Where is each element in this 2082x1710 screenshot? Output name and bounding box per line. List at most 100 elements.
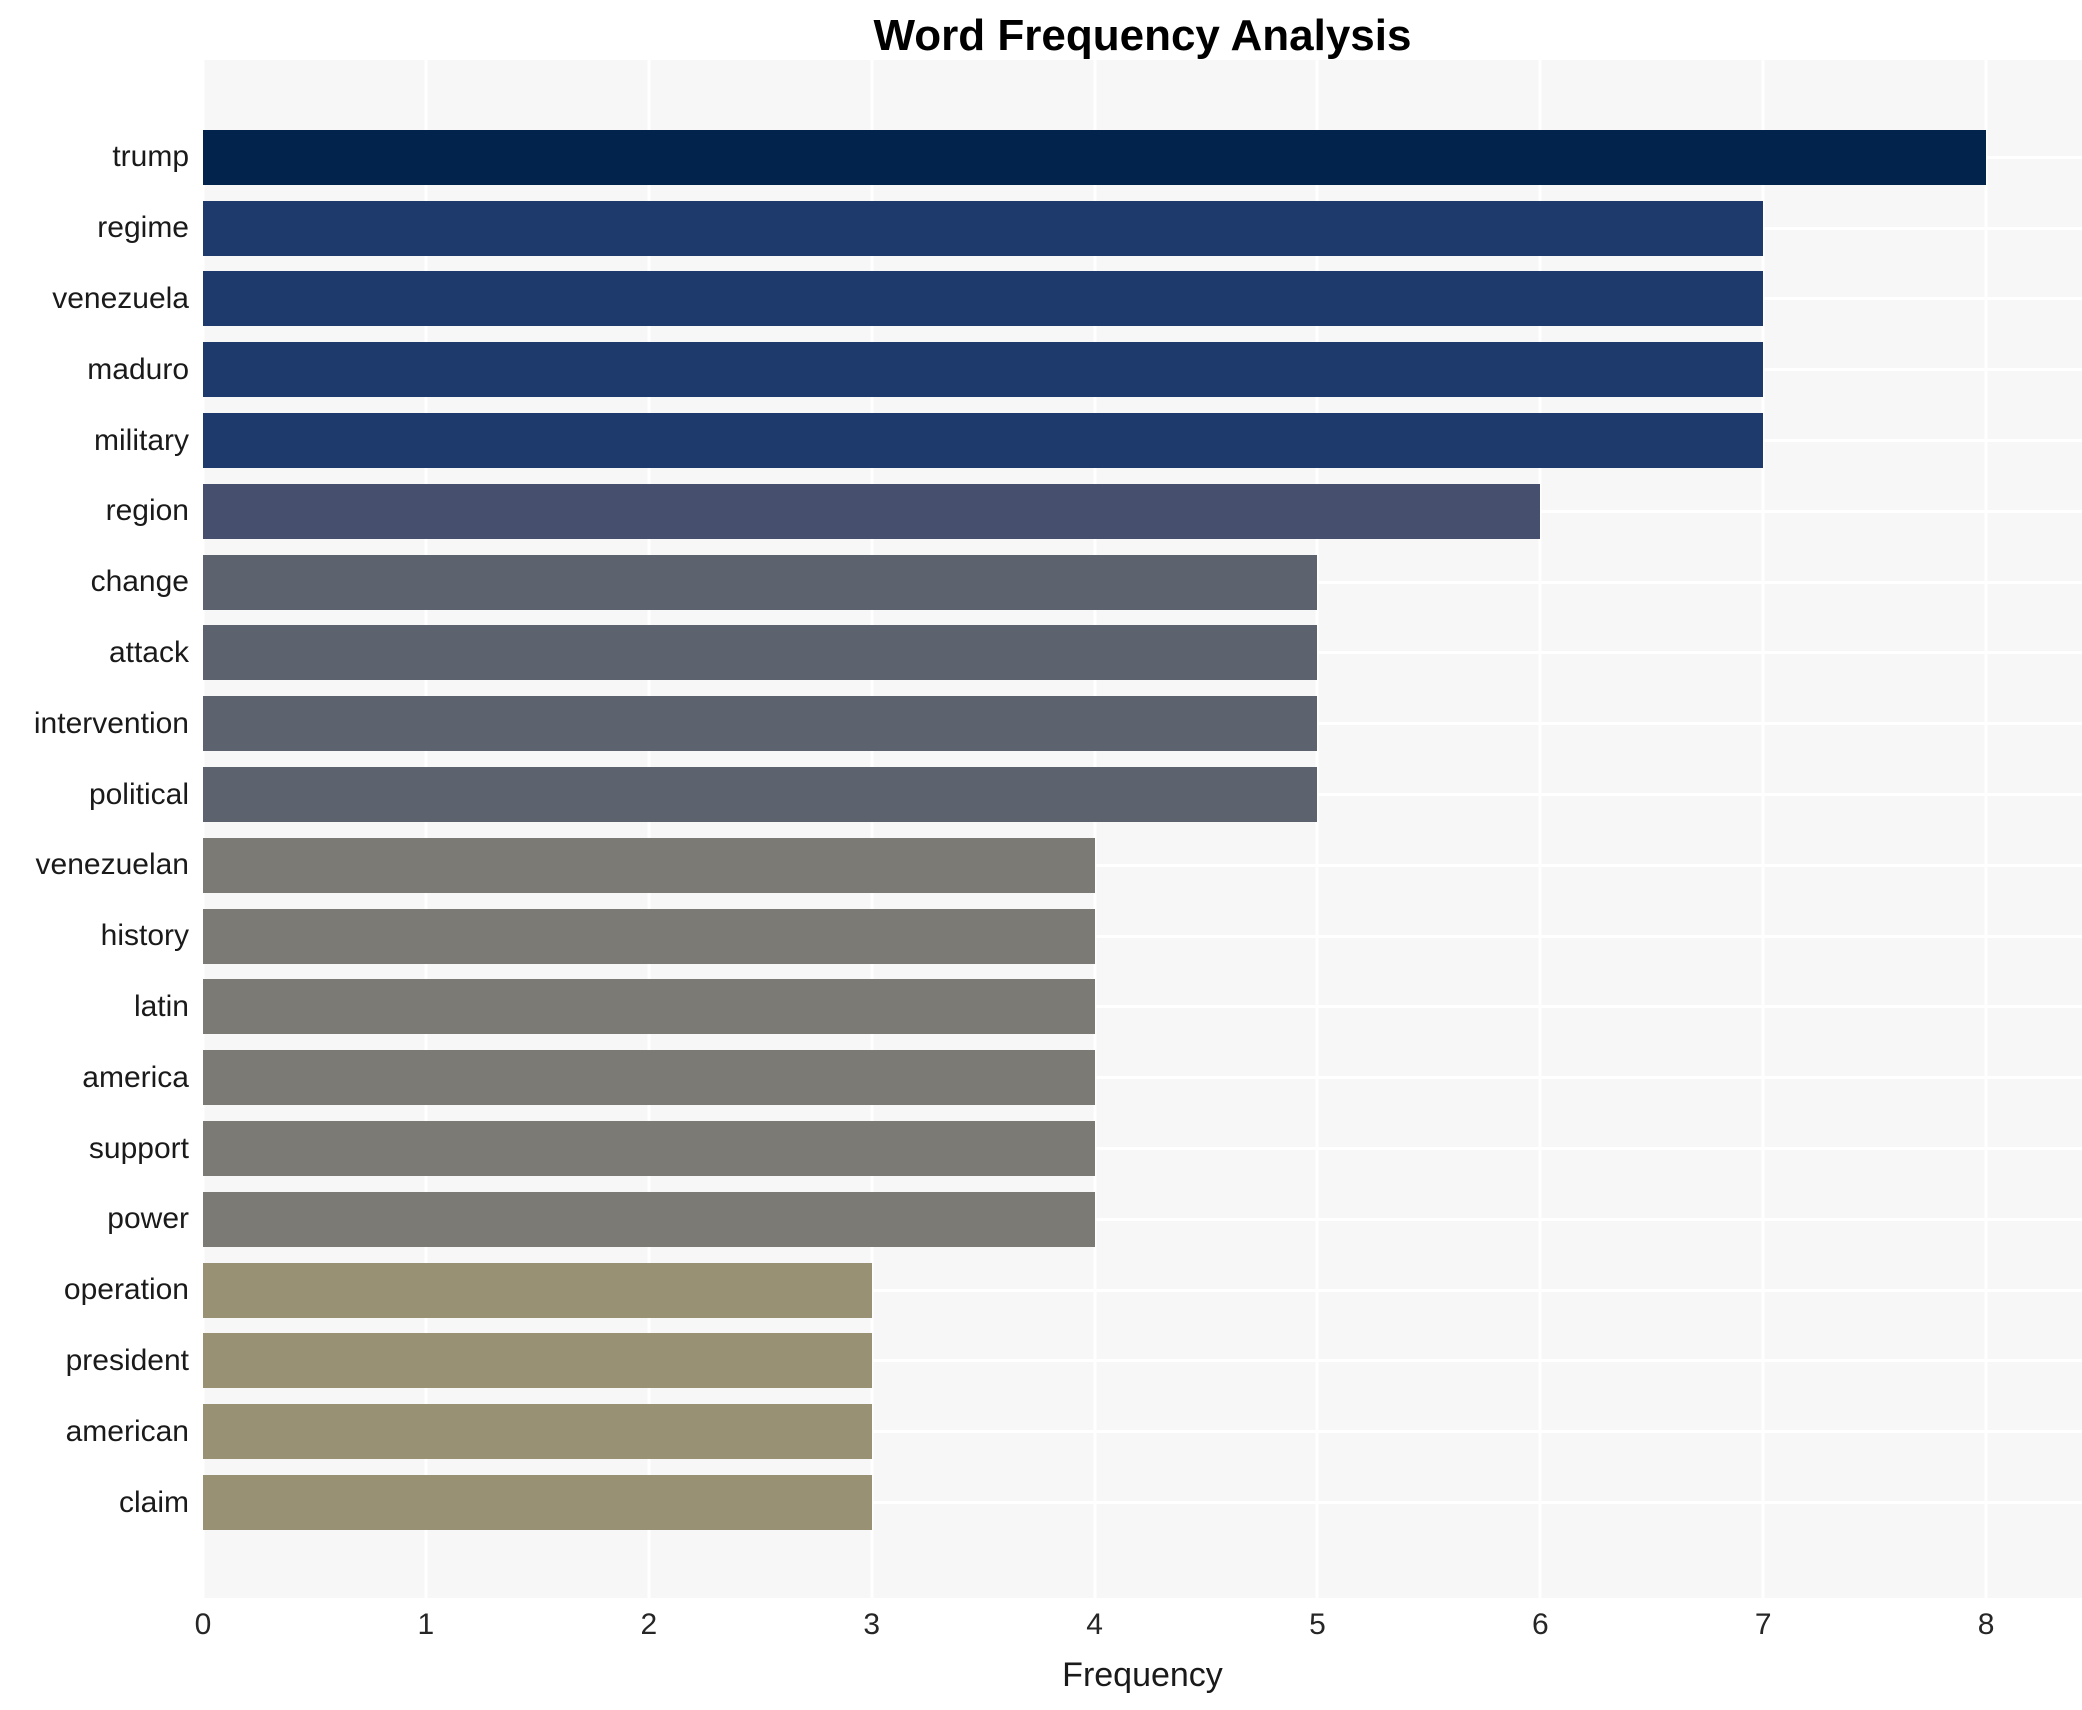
y-tick-label: political bbox=[88, 777, 189, 811]
bar-track bbox=[203, 688, 2082, 759]
y-tick-label: american bbox=[65, 1414, 189, 1448]
chart-title: Word Frequency Analysis bbox=[873, 11, 1412, 60]
bar-track bbox=[203, 1042, 2082, 1113]
x-gridline bbox=[1761, 60, 1765, 1598]
bar-military bbox=[203, 413, 1764, 469]
bar-track bbox=[203, 972, 2082, 1043]
bar-row: intervention bbox=[0, 688, 2082, 759]
bar-latin bbox=[203, 979, 1095, 1035]
bar-track bbox=[203, 1184, 2082, 1255]
bar-track bbox=[203, 1396, 2082, 1467]
y-tick-label: military bbox=[94, 423, 189, 457]
x-tick-label: 1 bbox=[417, 1608, 435, 1641]
x-gridline bbox=[201, 60, 205, 1598]
y-tick-label: venezuela bbox=[52, 281, 189, 315]
y-gridline bbox=[203, 1501, 2082, 1505]
bar-row: america bbox=[0, 1042, 2082, 1113]
y-tick-label: power bbox=[107, 1202, 189, 1236]
bar-rows: trump regime venezuela maduro military region… bbox=[0, 60, 2082, 1598]
y-gridline bbox=[203, 1430, 2082, 1434]
bar-president bbox=[203, 1333, 872, 1389]
x-tick-label: 7 bbox=[1754, 1608, 1772, 1641]
bar-operation bbox=[203, 1262, 872, 1318]
x-gridline bbox=[1984, 60, 1988, 1598]
bar-trump bbox=[203, 129, 1987, 185]
bar-region bbox=[203, 483, 1541, 539]
bar-american bbox=[203, 1404, 872, 1460]
bar-change bbox=[203, 554, 1318, 610]
bar-row: president bbox=[0, 1326, 2082, 1397]
y-tick-label: intervention bbox=[33, 706, 189, 740]
bar-track bbox=[203, 264, 2082, 335]
bar-track bbox=[203, 476, 2082, 547]
x-gridline bbox=[1538, 60, 1542, 1598]
y-tick-label: america bbox=[82, 1060, 189, 1094]
y-gridline bbox=[203, 1147, 2082, 1151]
bar-track bbox=[203, 901, 2082, 972]
bar-row: american bbox=[0, 1396, 2082, 1467]
bar-row: support bbox=[0, 1113, 2082, 1184]
x-tick-label: 8 bbox=[1977, 1608, 1995, 1641]
bar-row: history bbox=[0, 901, 2082, 972]
bar-track bbox=[203, 122, 2082, 193]
y-tick-label: history bbox=[100, 919, 189, 953]
bar-support bbox=[203, 1121, 1095, 1177]
x-axis-ticks: 0 1 2 3 4 5 6 7 8 bbox=[195, 1598, 2082, 1654]
x-tick-label: 0 bbox=[194, 1608, 212, 1641]
bar-row: military bbox=[0, 405, 2082, 476]
bar-row: political bbox=[0, 759, 2082, 830]
bar-track bbox=[203, 547, 2082, 618]
x-gridline bbox=[1315, 60, 1319, 1598]
x-gridline bbox=[870, 60, 874, 1598]
bar-row: trump bbox=[0, 122, 2082, 193]
bar-row: latin bbox=[0, 972, 2082, 1043]
bar-track bbox=[203, 1255, 2082, 1326]
bar-america bbox=[203, 1050, 1095, 1106]
bar-track bbox=[203, 618, 2082, 689]
bar-track bbox=[203, 405, 2082, 476]
y-tick-label: attack bbox=[108, 635, 189, 669]
bar-power bbox=[203, 1191, 1095, 1247]
bar-row: regime bbox=[0, 193, 2082, 264]
y-tick-label: latin bbox=[133, 989, 189, 1023]
bar-political bbox=[203, 767, 1318, 823]
y-gridline bbox=[203, 1076, 2082, 1080]
x-axis-label: Frequency bbox=[1062, 1656, 1223, 1694]
bar-row: venezuelan bbox=[0, 830, 2082, 901]
x-gridline bbox=[424, 60, 428, 1598]
y-gridline bbox=[203, 1288, 2082, 1292]
x-tick-label: 2 bbox=[640, 1608, 658, 1641]
y-tick-label: operation bbox=[63, 1273, 189, 1307]
y-tick-label: trump bbox=[112, 140, 189, 174]
y-tick-label: claim bbox=[118, 1485, 189, 1519]
x-tick-label: 3 bbox=[863, 1608, 881, 1641]
bar-row: attack bbox=[0, 618, 2082, 689]
y-gridline bbox=[203, 863, 2082, 867]
y-gridline bbox=[203, 934, 2082, 938]
bar-venezuela bbox=[203, 271, 1764, 327]
x-tick-label: 4 bbox=[1086, 1608, 1103, 1641]
y-tick-label: venezuelan bbox=[35, 848, 189, 882]
y-tick-label: change bbox=[90, 565, 189, 599]
chart-body: trump regime venezuela maduro military region… bbox=[0, 60, 2082, 1598]
bar-track bbox=[203, 1326, 2082, 1397]
bar-regime bbox=[203, 200, 1764, 256]
y-tick-label: regime bbox=[97, 211, 189, 245]
bar-track bbox=[203, 193, 2082, 264]
y-tick-label: region bbox=[105, 494, 189, 528]
bar-row: region bbox=[0, 476, 2082, 547]
bar-row: claim bbox=[0, 1467, 2082, 1538]
x-tick-label: 6 bbox=[1532, 1608, 1549, 1641]
bar-attack bbox=[203, 625, 1318, 681]
bar-maduro bbox=[203, 342, 1764, 398]
y-tick-label: maduro bbox=[87, 352, 189, 386]
y-gridline bbox=[203, 1217, 2082, 1221]
bar-row: operation bbox=[0, 1255, 2082, 1326]
y-tick-label: support bbox=[88, 1131, 189, 1165]
bar-track bbox=[203, 830, 2082, 901]
x-tick-label: 5 bbox=[1309, 1608, 1326, 1641]
bar-track bbox=[203, 1467, 2082, 1538]
bar-venezuelan bbox=[203, 837, 1095, 893]
bar-row: maduro bbox=[0, 334, 2082, 405]
